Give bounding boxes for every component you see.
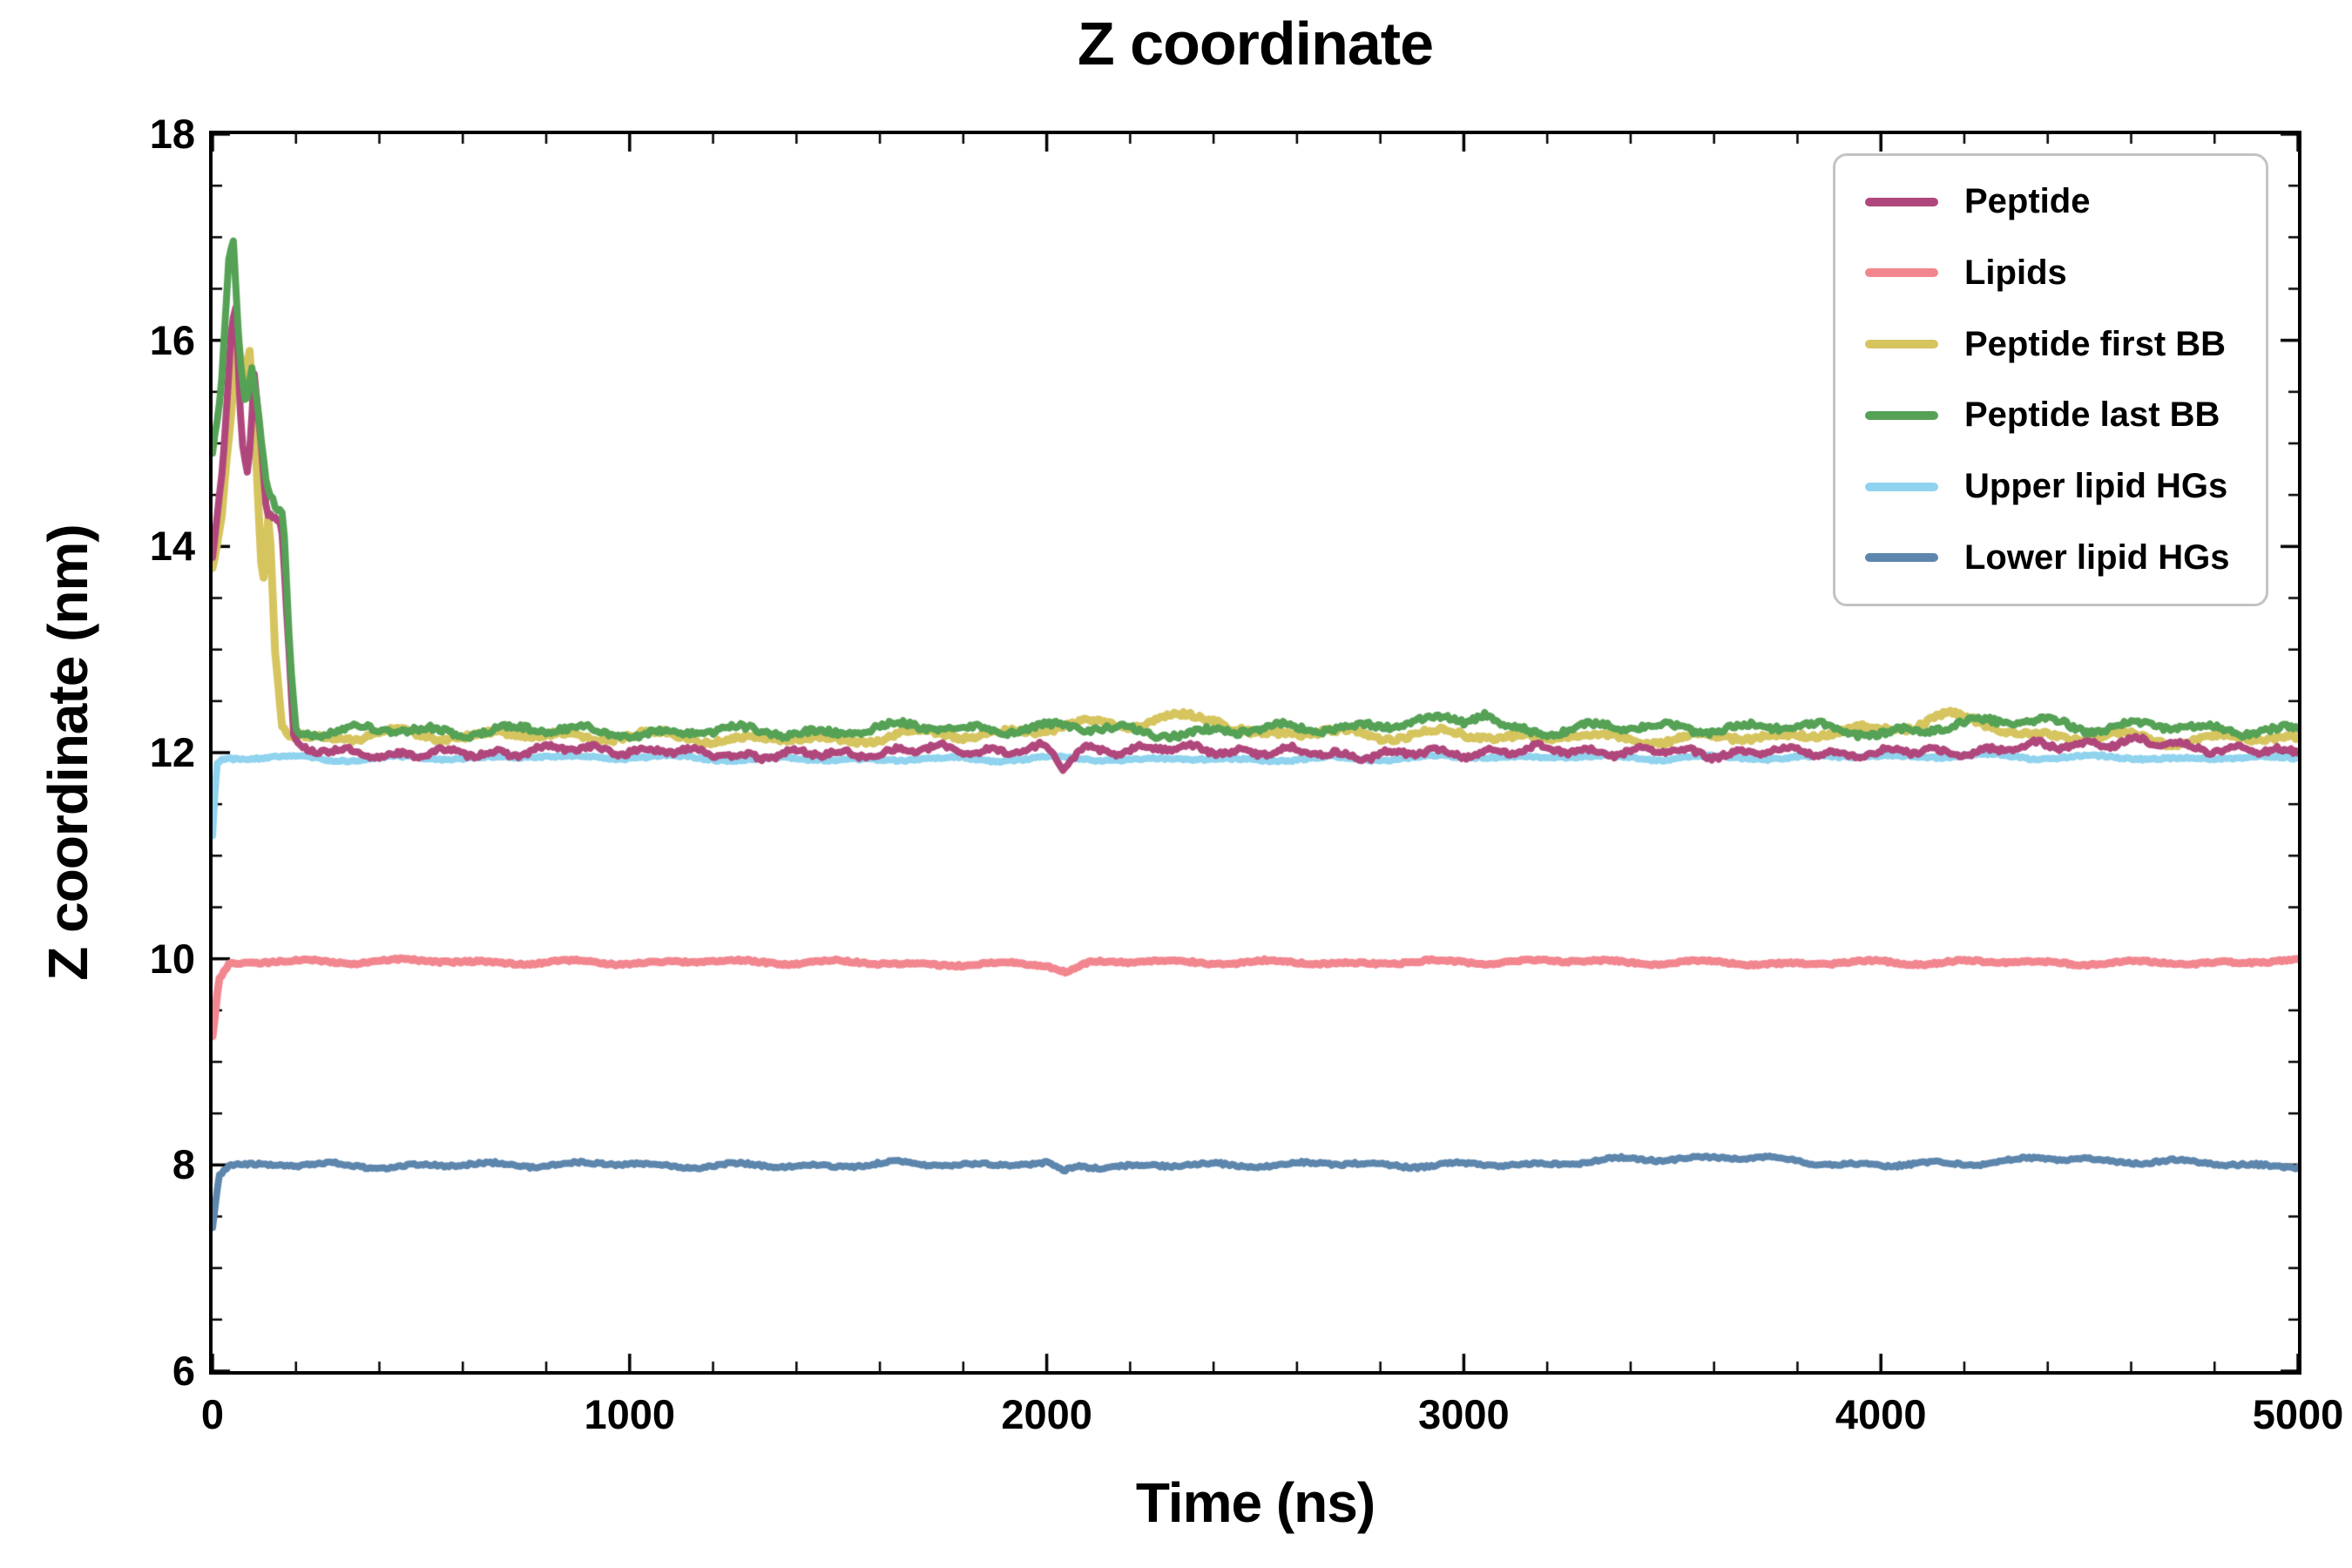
x-tick-label: 5000 (2252, 1391, 2344, 1437)
y-tick-label: 12 (149, 729, 195, 776)
legend: Peptide Lipids Peptide first BB Peptide las… (1833, 153, 2268, 606)
legend-item: Lower lipid HGs (1865, 538, 2236, 578)
y-axis-label: Z coordinate (nm) (37, 524, 99, 981)
legend-item-label: Upper lipid HGs (1964, 467, 2228, 506)
y-tick-label: 16 (149, 316, 195, 363)
legend-item-label: Peptide first BB (1964, 324, 2227, 363)
x-tick-label: 0 (200, 1391, 225, 1437)
y-tick-label: 6 (172, 1348, 195, 1395)
legend-line-swatch (1865, 268, 1938, 278)
legend-line-swatch (1865, 340, 1938, 349)
chart-title: Z coordinate (1077, 10, 1434, 78)
legend-item: Upper lipid HGs (1865, 467, 2236, 506)
x-tick-label: 3000 (1418, 1391, 1510, 1437)
legend-item: Lipids (1865, 253, 2236, 293)
legend-item-label: Peptide last BB (1964, 395, 2220, 435)
legend-line-swatch (1865, 553, 1938, 563)
legend-item-label: Lipids (1964, 253, 2067, 292)
legend-line-swatch (1865, 482, 1938, 491)
legend-item: Peptide (1865, 182, 2236, 221)
x-tick-label: 1000 (584, 1391, 676, 1437)
legend-item: Peptide last BB (1865, 395, 2236, 435)
legend-item-label: Lower lipid HGs (1964, 537, 2230, 577)
legend-line-swatch (1865, 197, 1938, 206)
legend-item: Peptide first BB (1865, 325, 2236, 364)
y-tick-label: 14 (149, 523, 195, 570)
x-axis-label: Time (ns) (1135, 1471, 1375, 1534)
y-tick-label: 18 (149, 111, 195, 158)
x-tick-label: 2000 (1001, 1391, 1092, 1437)
y-tick-label: 10 (149, 935, 195, 982)
y-tick-label: 8 (172, 1141, 195, 1188)
legend-line-swatch (1865, 410, 1938, 420)
plot-area: Peptide Lipids Peptide first BB Peptide las… (209, 131, 2301, 1375)
legend-item-label: Peptide (1964, 182, 2091, 220)
x-tick-label: 4000 (1835, 1391, 1927, 1437)
